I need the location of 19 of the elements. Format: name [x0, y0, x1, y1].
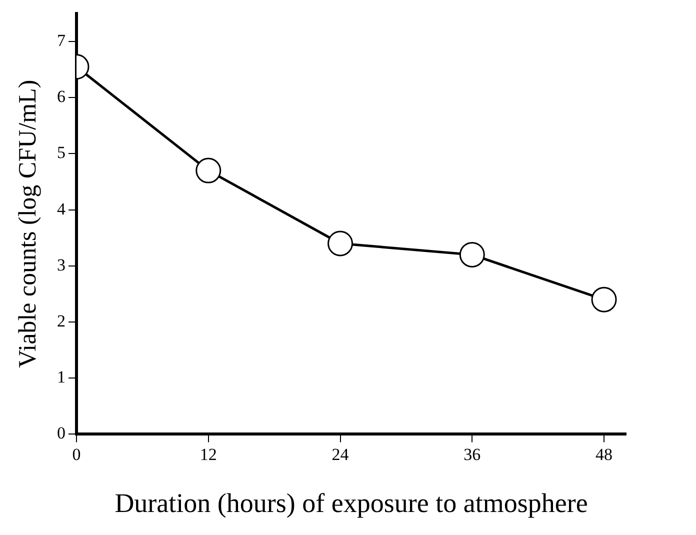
point — [328, 230, 354, 256]
point — [459, 242, 485, 268]
x-tick-label: 24 — [332, 444, 350, 464]
x-tick-label: 0 — [72, 444, 81, 464]
y-axis-title: Viable counts (log CFU/mL) — [14, 80, 42, 368]
x-tick-label: 36 — [464, 444, 481, 464]
y-tick-label: 7 — [57, 31, 66, 50]
x-tick-label: 48 — [596, 444, 613, 464]
point — [591, 286, 617, 312]
y-tick-label: 3 — [57, 255, 66, 274]
x-tick-label: 12 — [200, 444, 217, 464]
x-axis-title: Duration (hours) of exposure to atmosphere — [114, 488, 588, 518]
y-tick-label: 5 — [57, 143, 66, 162]
point — [196, 158, 222, 184]
y-tick-label: 0 — [57, 424, 66, 443]
y-tick-label: 2 — [57, 311, 66, 330]
y-tick-label: 1 — [57, 368, 66, 387]
y-tick-label: 6 — [57, 87, 66, 106]
y-tick-label: 4 — [57, 199, 66, 218]
